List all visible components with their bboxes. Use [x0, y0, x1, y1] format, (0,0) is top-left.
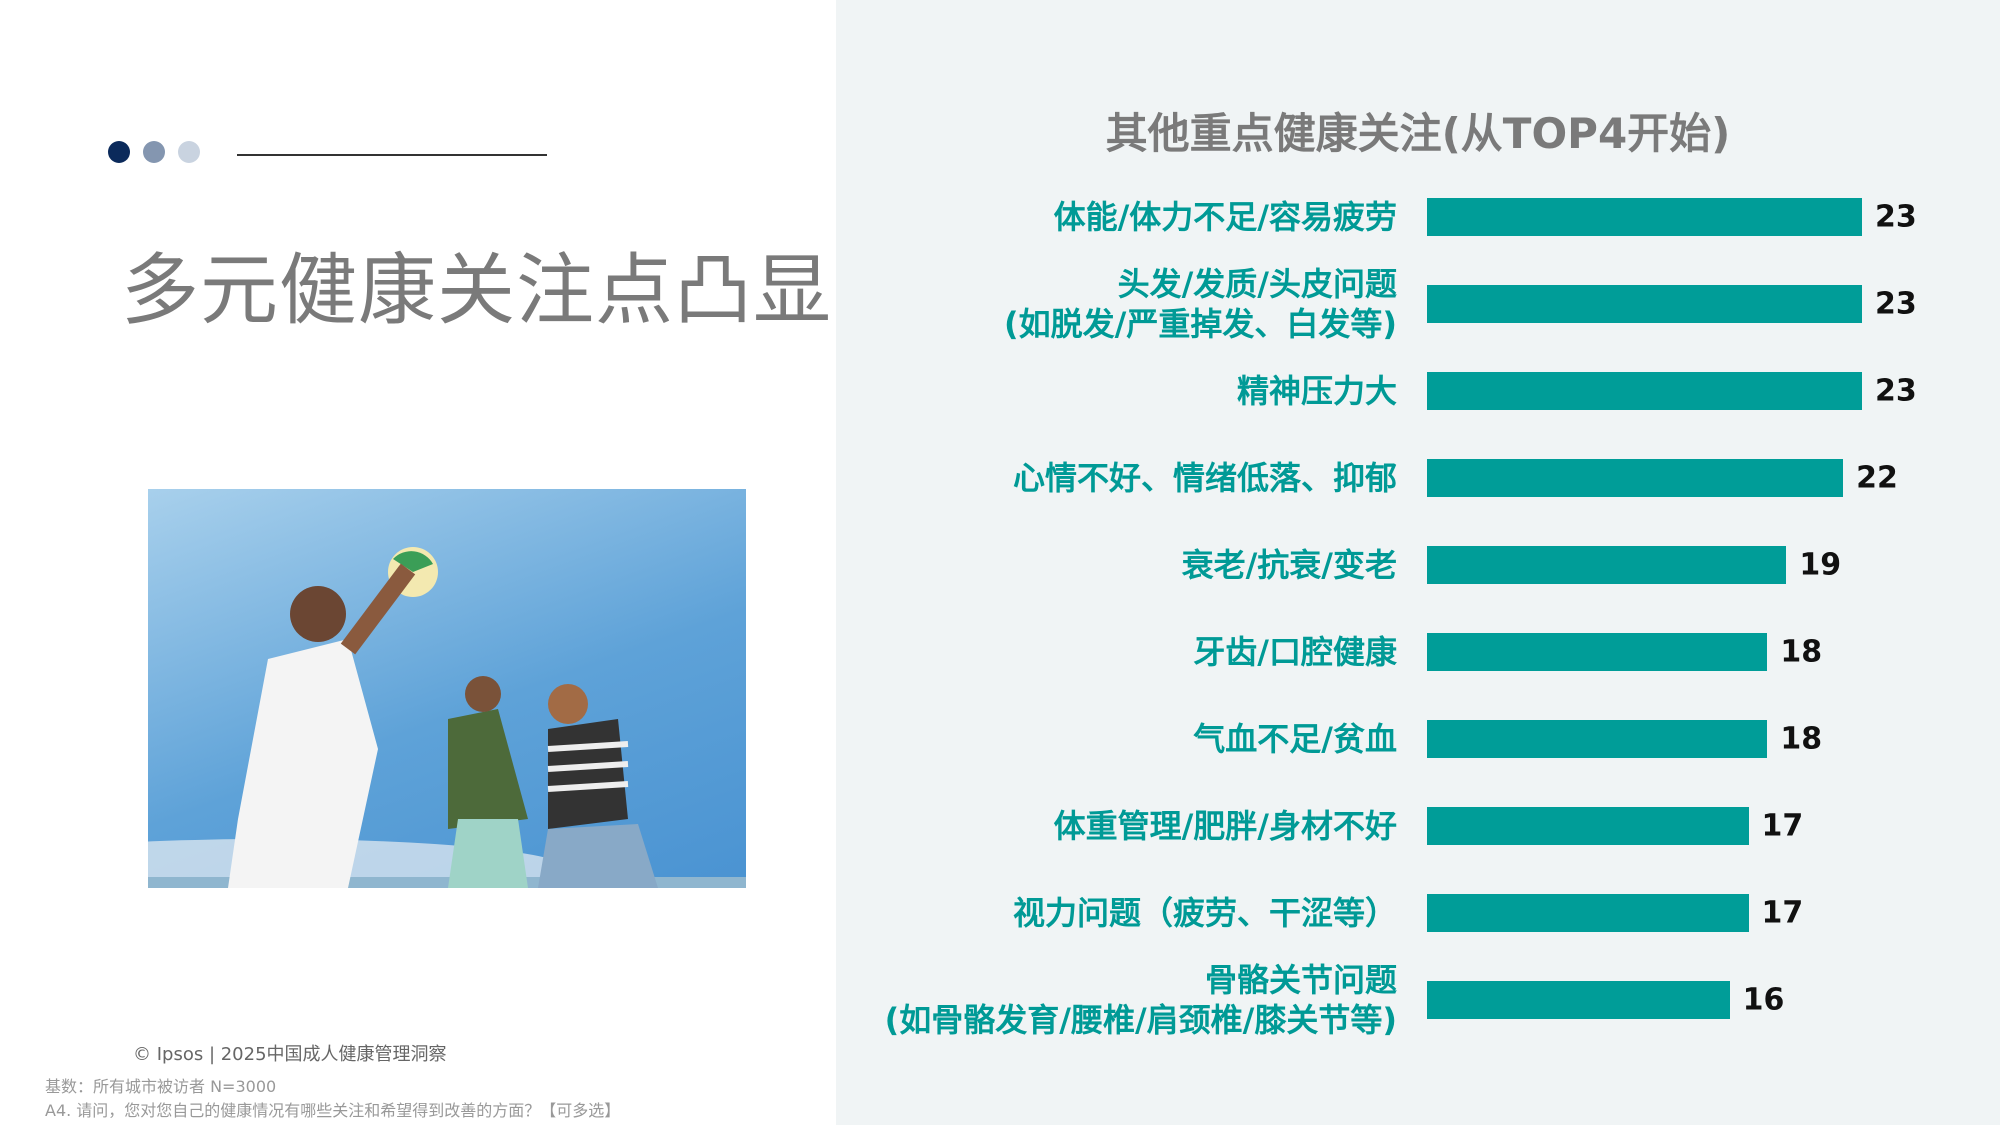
bar: [1427, 981, 1730, 1019]
category-label-line: 牙齿/口腔健康: [1193, 633, 1397, 671]
category-label-line: 头发/发质/头皮问题: [1117, 265, 1397, 303]
question-note: A4. 请问，您对您自己的健康情况有哪些关注和希望得到改善的方面？【可多选】: [45, 1101, 621, 1120]
bar: [1427, 720, 1768, 758]
bar: [1427, 807, 1749, 845]
category-label: 视力问题（疲劳、干涩等）: [1013, 893, 1397, 933]
category-label-line: 气血不足/贫血: [1193, 720, 1397, 758]
bar: [1427, 894, 1749, 932]
data-label: 22: [1856, 460, 1898, 496]
bar: [1427, 546, 1787, 584]
category-label-line: (如骨骼发育/腰椎/肩颈椎/膝关节等): [884, 1001, 1397, 1039]
divider-line: [237, 154, 547, 156]
category-label-line: 视力问题（疲劳、干涩等）: [1012, 894, 1397, 932]
pagination-dot: [178, 141, 200, 163]
chart-panel: [836, 0, 2000, 1125]
data-label: 23: [1875, 373, 1917, 409]
data-label: 17: [1761, 895, 1804, 931]
category-label-line: 体重管理/肥胖/身材不好: [1053, 807, 1397, 845]
pagination-dot: [143, 141, 165, 163]
category-label: 牙齿/口腔健康: [1193, 632, 1397, 672]
data-label: 19: [1799, 547, 1842, 583]
bar: [1427, 372, 1862, 410]
category-label-line: 骨骼关节问题: [1204, 961, 1397, 999]
category-label: 衰老/抗衰/变老: [1182, 545, 1397, 585]
copyright-text: © Ipsos | 2025中国成人健康管理洞察: [133, 1044, 447, 1065]
data-label: 17: [1761, 808, 1804, 844]
category-label-line: 精神压力大: [1236, 372, 1397, 410]
data-label: 23: [1875, 286, 1917, 322]
bar: [1427, 198, 1862, 236]
category-label-line: 心情不好、情绪低落、抑郁: [1012, 459, 1397, 497]
category-label: 体能/体力不足/容易疲劳: [1054, 197, 1397, 237]
data-label: 16: [1742, 982, 1785, 1018]
bar: [1427, 459, 1844, 497]
page-title: 多元健康关注点凸显: [121, 246, 833, 336]
base-note: 基数：所有城市被访者 N=3000: [45, 1077, 277, 1096]
bar: [1427, 633, 1768, 671]
category-label: 精神压力大: [1237, 371, 1397, 411]
category-label: 气血不足/贫血: [1193, 719, 1397, 759]
data-label: 23: [1875, 199, 1917, 235]
data-label: 18: [1780, 721, 1823, 757]
category-label: 体重管理/肥胖/身材不好: [1054, 806, 1397, 846]
category-label-line: 体能/体力不足/容易疲劳: [1053, 198, 1397, 236]
beach-volleyball-photo: [148, 489, 746, 888]
category-label-line: (如脱发/严重掉发、白发等): [1004, 305, 1397, 343]
category-label: 骨骼关节问题 (如骨骼发育/腰椎/肩颈椎/膝关节等): [885, 960, 1397, 1040]
chart-title: 其他重点健康关注(从TOP4开始): [1105, 109, 1731, 158]
data-label: 18: [1780, 634, 1823, 670]
bar: [1427, 285, 1862, 323]
category-label-line: 衰老/抗衰/变老: [1181, 546, 1397, 584]
pagination-dot: [108, 141, 130, 163]
category-label: 心情不好、情绪低落、抑郁: [1013, 458, 1397, 498]
category-label: 头发/发质/头皮问题 (如脱发/严重掉发、白发等): [1004, 264, 1397, 344]
